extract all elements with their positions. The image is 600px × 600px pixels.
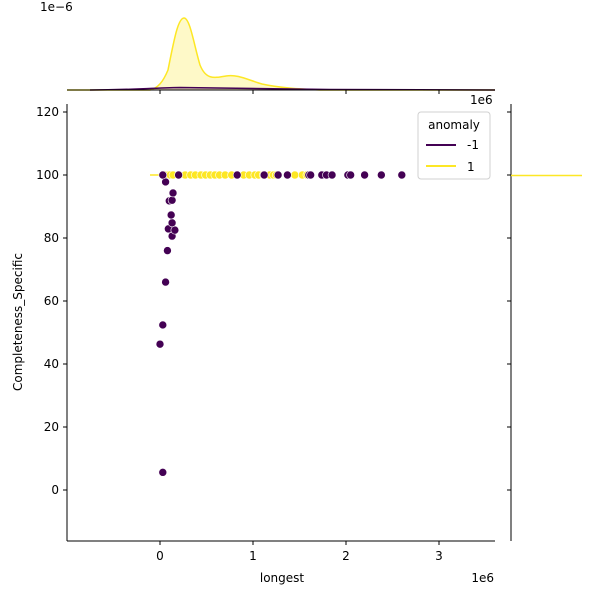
scatter-point-anomaly--1 [167,218,177,228]
scatter-point-anomaly--1 [158,320,168,330]
x-axis-label: longest [260,571,305,585]
y-ticks: 0 20 40 60 80 100 120 [36,105,67,497]
x-tick-label: 1 [249,549,257,563]
scatter-point-anomaly--1 [283,170,292,180]
scatter-point-anomaly--1 [232,170,242,180]
y-tick-label: 0 [51,483,59,497]
x-tick-label: 3 [435,549,443,563]
scatter-point-anomaly--1 [167,195,177,205]
scatter-point-anomaly--1 [397,170,407,180]
y-tick-label: 20 [44,420,59,434]
y-tick-label: 80 [44,231,59,245]
legend-label-neg1: -1 [467,138,479,152]
x-tick-label: 0 [156,549,164,563]
scatter-point-anomaly--1 [174,170,183,180]
y-tick-label: 120 [36,105,59,119]
scatter-point-anomaly--1 [360,170,369,180]
scatter-point-anomaly--1 [166,210,176,220]
right-marginal-kde [507,104,582,541]
scatter-point-anomaly--1 [306,170,315,180]
x-ticks: 0 1 2 3 [156,541,443,563]
x-offset-text-top: 1e6 [470,93,493,107]
scatter-point-anomaly--1 [155,339,165,349]
scatter-point-anomaly--1 [161,277,170,287]
legend-title: anomaly [428,118,480,132]
scatter-point-anomaly--1 [168,188,178,198]
scatter-point-anomaly--1 [158,170,168,180]
scatter-point-anomaly--1 [346,170,355,180]
legend: anomaly -1 1 [417,111,491,180]
top-marginal-kde: 1e−6 1e6 [40,0,496,107]
kde-curve-anomaly-1-fill [67,18,495,90]
y-tick-label: 40 [44,357,59,371]
top-marginal-offset-text: 1e−6 [40,0,73,14]
scatter-point-anomaly--1 [163,246,172,255]
kde-curve-anomaly-1-line [67,17,495,91]
scatter-point-anomaly--1 [259,170,269,180]
scatter-point-anomaly--1 [327,170,337,180]
y-axis-label: Completeness_Specific [11,253,25,391]
scatter-points [155,170,407,477]
y-tick-label: 100 [36,168,59,182]
scatter-point-anomaly--1 [170,225,180,235]
x-tick-label: 2 [342,549,350,563]
scatter-point-anomaly--1 [158,468,168,477]
kde-curve-anomaly-neg1 [89,86,496,91]
scatter-point-anomaly--1 [377,170,386,180]
legend-label-1: 1 [467,160,475,174]
scatter-point-anomaly--1 [273,170,283,180]
x-offset-text: 1e6 [471,571,494,585]
main-axes: 0 20 40 60 80 100 120 0 1 2 3 longest Completenes… [11,104,495,585]
scatter-point-anomaly-1 [290,170,300,180]
y-tick-label: 60 [44,294,59,308]
